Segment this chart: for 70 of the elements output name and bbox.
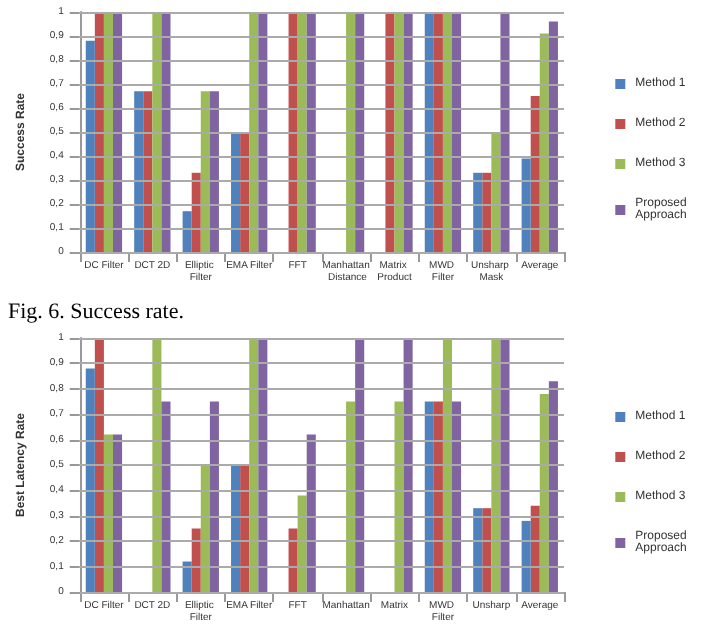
bar [482,508,492,592]
bar [548,381,558,592]
bar [394,401,404,592]
bar [161,12,171,252]
bar [521,158,531,252]
bar [113,434,123,592]
bar [433,12,443,252]
bar [500,12,510,252]
bar [182,211,192,252]
bar [403,338,413,592]
bar [152,12,162,252]
bar [539,33,549,252]
bar [424,401,434,592]
bar [134,91,144,252]
bar [452,401,462,592]
bar [209,91,219,252]
bar [548,21,558,252]
bar [473,172,483,252]
bar [452,12,462,252]
bar [231,465,241,592]
bar [182,561,192,592]
bar [152,338,162,592]
bar [200,91,210,252]
bar [249,12,259,252]
bar [191,172,201,252]
bar [113,12,123,252]
bar [306,12,316,252]
bar [346,12,356,252]
bar [240,132,250,252]
bar [240,465,250,592]
bar [288,12,298,252]
bar [355,12,365,252]
bar [231,132,241,252]
bar [530,96,540,252]
bar [424,12,434,252]
bar [85,368,95,592]
bar [143,91,153,252]
bar [94,12,104,252]
bar [442,12,453,252]
bar [482,172,492,252]
bar [103,12,113,252]
bar [530,505,540,592]
bar [94,338,104,592]
bar [442,338,453,592]
bar [403,12,413,252]
bar [258,338,268,592]
bar [385,12,395,252]
bar [103,434,113,592]
bar [355,338,365,592]
bar [500,338,510,592]
bar [191,528,201,592]
bar [85,40,95,252]
bar [200,465,210,592]
bar [539,393,549,592]
bar [297,12,307,252]
bar [306,434,316,592]
bar [161,401,171,592]
bar [258,12,268,252]
caption: Fig. 6. Success rate. [6,300,186,326]
bar [473,508,483,592]
bar [346,401,356,592]
bar [433,401,443,592]
bar [297,495,307,592]
bar [394,12,404,252]
bar [288,528,298,592]
bar [249,338,259,592]
bar [521,520,531,592]
bar [209,401,219,592]
bar [491,132,501,252]
bar [491,338,501,592]
